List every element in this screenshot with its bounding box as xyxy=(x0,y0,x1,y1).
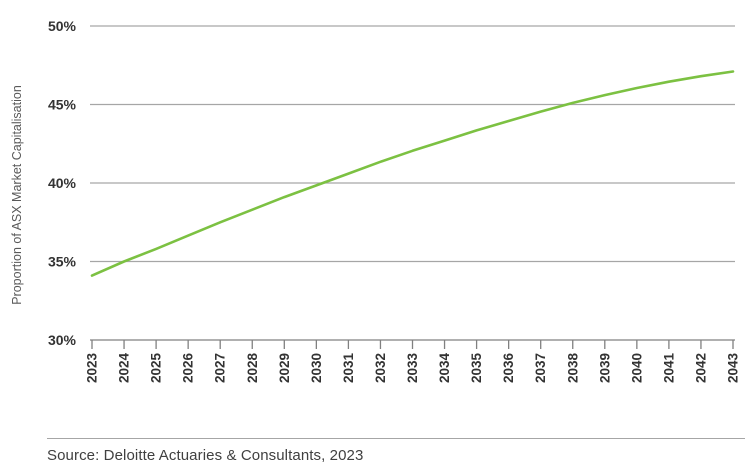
x-tick-label-2023: 2023 xyxy=(85,353,100,384)
y-tick-label-30: 30% xyxy=(48,332,77,348)
x-tick-label-2027: 2027 xyxy=(213,353,228,383)
x-tick-label-2025: 2025 xyxy=(149,353,164,384)
x-tick-label-2030: 2030 xyxy=(309,353,324,383)
y-tick-label-50: 50% xyxy=(48,18,77,34)
x-tick-label-2029: 2029 xyxy=(277,353,292,383)
x-tick-label-2041: 2041 xyxy=(661,353,676,384)
series-line-asx-proportion xyxy=(90,70,735,277)
y-axis-title: Proportion of ASX Market Capitalisation xyxy=(10,85,24,305)
y-tick-label-35: 35% xyxy=(48,254,77,270)
y-tick-label-40: 40% xyxy=(48,175,77,191)
x-tick-label-2038: 2038 xyxy=(565,353,580,384)
x-tick-label-2043: 2043 xyxy=(726,353,741,384)
x-tick-label-2036: 2036 xyxy=(501,353,516,384)
x-tick-label-2040: 2040 xyxy=(629,353,644,383)
x-tick-label-2039: 2039 xyxy=(597,353,612,383)
x-tick-label-2026: 2026 xyxy=(181,353,196,384)
x-tick-label-2024: 2024 xyxy=(117,353,132,384)
x-tick-label-2028: 2028 xyxy=(245,353,260,384)
y-tick-label-45: 45% xyxy=(48,97,77,113)
source-divider xyxy=(47,438,745,439)
x-tick-label-2037: 2037 xyxy=(533,353,548,383)
x-tick-label-2035: 2035 xyxy=(469,353,484,384)
x-tick-label-2034: 2034 xyxy=(437,353,452,384)
x-tick-label-2031: 2031 xyxy=(341,353,356,384)
source-note: Source: Deloitte Actuaries & Consultants… xyxy=(47,447,364,464)
x-tick-label-2042: 2042 xyxy=(693,353,708,383)
asx-market-cap-line-chart: 30% 35% 40% 45% 50% 2023 2024 2025 2026 2027 2028 2… xyxy=(10,18,741,384)
x-tick-label-2032: 2032 xyxy=(373,353,388,383)
x-tick-label-2033: 2033 xyxy=(405,353,420,384)
